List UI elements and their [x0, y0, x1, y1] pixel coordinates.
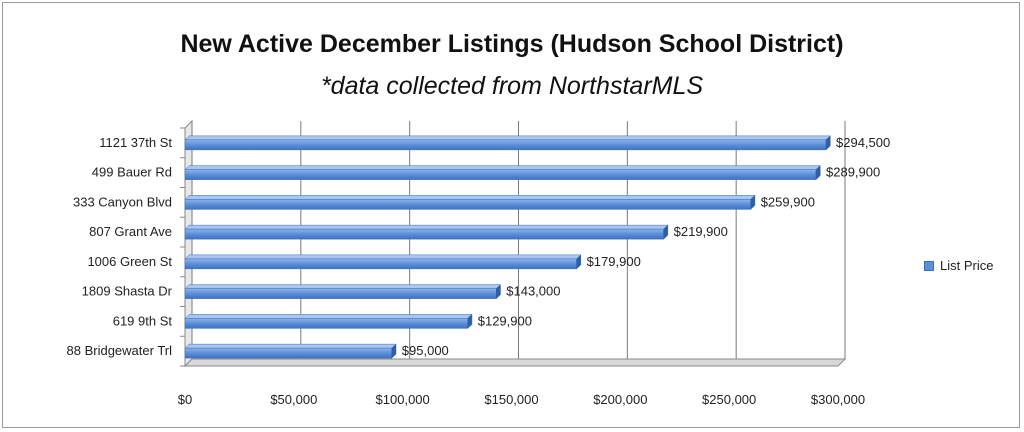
bar-end: [467, 313, 473, 329]
bar-top: [184, 343, 397, 349]
y-category-label: 1809 Shasta Dr: [82, 284, 173, 299]
bar: [184, 199, 751, 210]
bar-top: [184, 224, 669, 230]
y-category-label: 88 Bridgewater Trl: [67, 343, 173, 358]
bar-top: [184, 254, 582, 260]
axis-side-wall: [184, 119, 193, 368]
x-tick-label: $50,000: [270, 392, 317, 407]
data-label: $259,900: [761, 194, 815, 209]
x-tick-label: $300,000: [811, 392, 865, 407]
data-label: $129,900: [478, 313, 532, 328]
bar: [184, 228, 664, 240]
bar-end: [825, 135, 831, 151]
bar-end: [496, 284, 501, 300]
y-category-label: 1006 Green St: [87, 254, 172, 269]
x-tick-label: $150,000: [484, 392, 538, 407]
axis-floor: [183, 358, 847, 367]
bar-top: [184, 165, 821, 170]
chart-title: New Active December Listings (Hudson Sch…: [180, 30, 844, 58]
y-category-label: 333 Canyon Blvd: [73, 194, 172, 209]
data-label: $294,500: [836, 135, 890, 150]
chart-legend: List Price: [924, 258, 993, 273]
data-label: $179,900: [587, 254, 641, 269]
x-tick-label: $200,000: [593, 392, 647, 407]
x-tick-label: $100,000: [376, 392, 430, 407]
y-category-label: 619 9th St: [113, 313, 173, 328]
bar-top: [184, 135, 831, 141]
y-category-label: 807 Grant Ave: [89, 224, 172, 239]
data-label: $289,900: [826, 165, 880, 180]
data-label: $219,900: [674, 224, 728, 239]
data-label: $143,000: [506, 284, 560, 299]
bar: [184, 347, 393, 359]
legend-label: List Price: [940, 258, 994, 273]
bar: [184, 318, 468, 329]
bar: [184, 288, 497, 299]
bar-end: [576, 254, 582, 270]
bar-top: [184, 284, 502, 289]
bar-top: [184, 314, 473, 319]
legend-swatch: [924, 260, 934, 271]
y-category-label: 1121 37th St: [99, 135, 172, 150]
bar-end: [663, 224, 669, 240]
bar: [184, 258, 577, 270]
bar-end: [815, 165, 821, 181]
data-label: $95,000: [402, 343, 449, 358]
x-tick-label: $250,000: [702, 392, 756, 407]
y-category-label: 499 Bauer Rd: [92, 165, 172, 180]
bar-end: [750, 194, 756, 210]
chart-subtitle: *data collected from NorthstarMLS: [320, 72, 704, 100]
bar: [184, 169, 817, 180]
bar: [184, 139, 827, 151]
bar-top: [184, 195, 756, 200]
x-tick-label: $0: [178, 392, 192, 407]
bar-end: [391, 343, 397, 359]
